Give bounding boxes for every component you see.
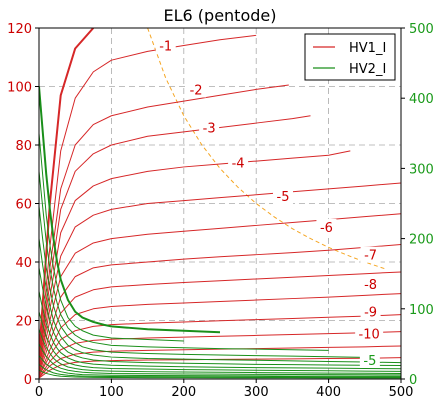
curve-label-background xyxy=(186,81,207,98)
x-tick-label: 500 xyxy=(389,385,414,400)
y-left-tick-label: 20 xyxy=(15,315,32,330)
curve-label: -5 xyxy=(277,190,290,205)
x-tick-label: 100 xyxy=(99,385,124,400)
y-right-tick-label: 300 xyxy=(409,162,434,177)
curve-label: -3 xyxy=(203,121,216,136)
legend: HV1_I HV2_I xyxy=(304,33,396,81)
hv1-curve xyxy=(39,115,311,368)
hv2-curve xyxy=(39,171,329,351)
curve-label-background xyxy=(316,218,337,235)
y-right-tick-label: 200 xyxy=(409,233,434,248)
legend-box xyxy=(304,33,396,81)
x-tick-label: 300 xyxy=(244,385,269,400)
x-tick-label: 200 xyxy=(171,385,196,400)
curve-label: -7 xyxy=(364,249,377,264)
y-left-tick-label: 60 xyxy=(15,198,32,213)
curve-label-background xyxy=(228,154,249,171)
hv1-curve xyxy=(39,84,289,368)
axis-ticks: 0 100 200 300 400 500020406080100120010020030… xyxy=(7,22,434,400)
annotations: -1 -2 -3 -4 -5 -6 -7 -8 -9 -10 -5 xyxy=(155,37,384,369)
hv1-curve xyxy=(39,243,401,374)
y-right-tick-label: 100 xyxy=(409,303,434,318)
hv2-curve xyxy=(39,206,365,358)
hv1-curve xyxy=(39,314,401,377)
plot-area xyxy=(39,28,401,379)
legend-label: HV1_I xyxy=(349,41,386,56)
y-left-tick-label: 120 xyxy=(7,22,32,37)
hv1-curve xyxy=(39,150,351,371)
y-left-tick-label: 100 xyxy=(7,81,32,96)
hv2-curve xyxy=(39,355,401,377)
curve-label: -6 xyxy=(320,221,333,236)
curve-label: -8 xyxy=(364,278,377,293)
hv1-curve xyxy=(39,345,401,378)
y-right-tick-label: 500 xyxy=(409,22,434,37)
y-left-tick-label: 40 xyxy=(15,256,32,271)
curve-label: -2 xyxy=(190,83,203,98)
hv2-curve xyxy=(39,291,401,370)
x-tick-label: 400 xyxy=(316,385,341,400)
hv2-curve xyxy=(39,369,401,379)
hv1-curve xyxy=(39,28,95,356)
curve-label-background xyxy=(359,351,380,368)
curve-label-background xyxy=(199,119,220,136)
curve-label-background xyxy=(272,188,293,205)
hv2-curve xyxy=(39,133,184,342)
curve-label-background xyxy=(155,37,176,54)
y-right-tick-label: 400 xyxy=(409,92,434,107)
hv1-curve xyxy=(39,293,401,377)
hv2-curve xyxy=(39,329,401,374)
hv2-curve xyxy=(39,343,401,376)
curve-label-background xyxy=(360,303,381,320)
hv2-curve xyxy=(39,267,401,367)
y-left-tick-label: 0 xyxy=(24,373,32,388)
y-left-tick-label: 80 xyxy=(15,139,32,154)
curve-label: -9 xyxy=(364,306,377,321)
curve-label-background xyxy=(355,325,384,342)
hv1-curve xyxy=(39,271,401,375)
hv2-curve xyxy=(39,311,401,372)
chart-title: EL6 (pentode) xyxy=(164,6,277,25)
power-limit-curve xyxy=(147,28,387,270)
curve-label-background xyxy=(360,246,381,263)
hv1-curve xyxy=(39,34,257,365)
hv1-curve xyxy=(39,331,401,378)
legend-label: HV2_I xyxy=(349,62,386,77)
hv2-curve xyxy=(39,86,221,334)
y-right-tick-label: 0 xyxy=(409,373,417,388)
curve-label-background xyxy=(360,275,381,292)
curve-label: -10 xyxy=(359,328,380,343)
curve-label: -1 xyxy=(159,40,172,55)
hv2-curve xyxy=(39,363,401,378)
x-tick-label: 0 xyxy=(35,385,43,400)
curve-label: -4 xyxy=(232,157,245,172)
hv1-curve xyxy=(39,182,401,371)
hv2-curve xyxy=(39,238,401,364)
curve-label: -5 xyxy=(363,354,376,369)
